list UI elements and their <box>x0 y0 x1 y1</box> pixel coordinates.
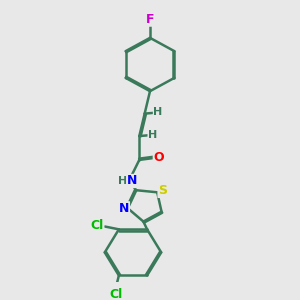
Text: H: H <box>118 176 127 186</box>
Text: O: O <box>153 151 164 164</box>
Text: N: N <box>119 202 129 215</box>
Text: F: F <box>146 13 154 26</box>
Text: Cl: Cl <box>109 288 122 300</box>
Text: H: H <box>153 107 163 117</box>
Text: S: S <box>158 184 167 197</box>
Text: N: N <box>127 175 137 188</box>
Text: H: H <box>148 130 157 140</box>
Text: Cl: Cl <box>91 219 104 232</box>
